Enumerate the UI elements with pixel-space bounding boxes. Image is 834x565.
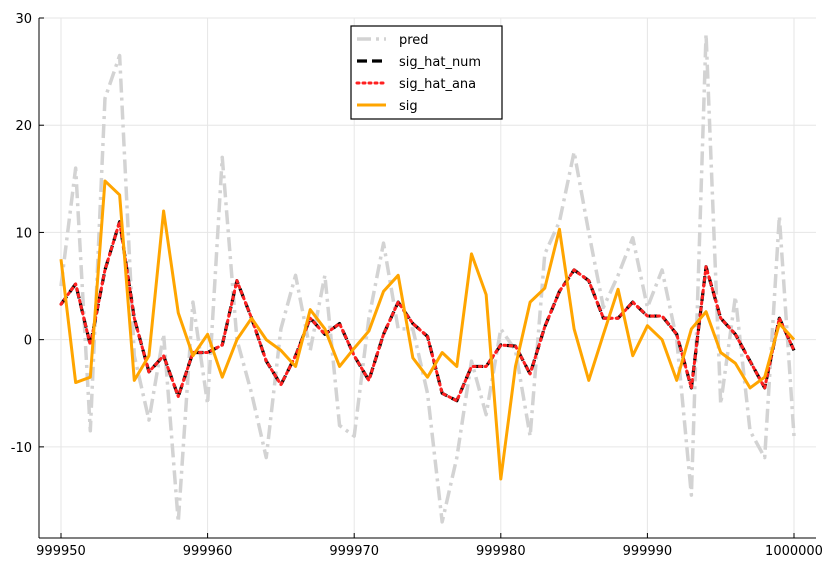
x-tick-label: 999990 bbox=[623, 544, 673, 559]
series-group bbox=[59, 32, 796, 524]
axes bbox=[38, 18, 816, 539]
legend-label-sig-hat-num: sig_hat_num bbox=[399, 55, 481, 70]
series-line-sig bbox=[59, 179, 796, 481]
series-line-sig-hat-ana bbox=[59, 220, 796, 403]
x-tick-label: 999950 bbox=[36, 544, 86, 559]
y-tick-label: 30 bbox=[15, 12, 32, 27]
legend-label-pred: pred bbox=[399, 33, 429, 48]
series-line-pred bbox=[59, 32, 796, 524]
x-tick-label: 999980 bbox=[476, 544, 526, 559]
legend-label-sig-hat-ana: sig_hat_ana bbox=[399, 77, 476, 92]
ticks: 999950 999960 999970 999980 999990 1000000 -10… bbox=[11, 12, 823, 559]
legend-label-sig: sig bbox=[399, 99, 418, 114]
x-tick-label: 999960 bbox=[183, 544, 233, 559]
x-tick-label: 999970 bbox=[329, 544, 379, 559]
y-tick-label: 0 bbox=[24, 334, 32, 349]
y-tick-label: -10 bbox=[11, 441, 32, 456]
y-tick-label: 10 bbox=[15, 226, 32, 241]
y-tick-label: 20 bbox=[15, 119, 32, 134]
x-tick-label: 1000000 bbox=[765, 544, 823, 559]
